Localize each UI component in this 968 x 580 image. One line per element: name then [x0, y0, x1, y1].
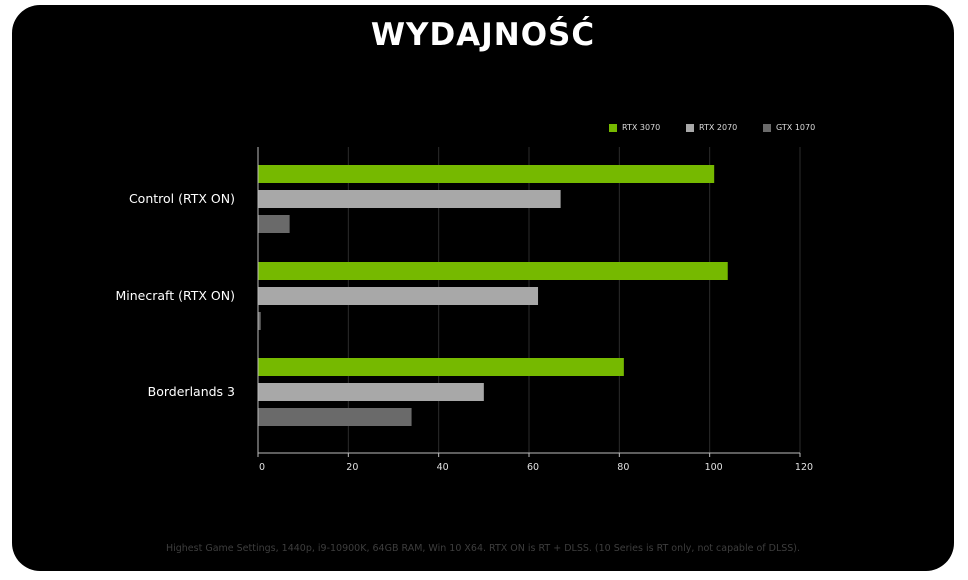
category-label-1: Minecraft (RTX ON)	[116, 288, 236, 303]
bar-1-1	[258, 287, 539, 305]
bar-1-2	[258, 312, 261, 330]
x-tick-label-80: 80	[617, 462, 629, 473]
x-tick-label-40: 40	[437, 462, 449, 473]
footnote: Highest Game Settings, 1440p, i9-10900K,…	[165, 543, 801, 554]
legend-item-rtx3070: RTX 3070	[609, 123, 660, 132]
x-tick-label-120: 120	[795, 462, 813, 473]
bar-2-1	[258, 383, 484, 401]
category-label-2: Borderlands 3	[148, 384, 235, 399]
bar-2-2	[258, 408, 412, 426]
legend-item-rtx2070: RTX 2070	[686, 123, 737, 132]
x-tick-label-0: 0	[259, 462, 265, 473]
legend-label-rtx3070: RTX 3070	[622, 123, 661, 132]
legend-item-gtx1070: GTX 1070	[763, 123, 815, 132]
chart-panel: WYDAJNOŚĆ RTX 3070 RTX 2070 GTX 1070 Con…	[12, 5, 954, 571]
legend-swatch-rtx2070	[686, 123, 694, 132]
bar-chart: Control (RTX ON) Minecraft (RTX ON) Border…	[116, 147, 813, 473]
legend-label-gtx1070: GTX 1070	[776, 123, 816, 132]
bar-0-1	[258, 190, 561, 208]
bar-2-0	[258, 358, 624, 376]
bar-1-0	[258, 262, 728, 280]
legend-label-rtx2070: RTX 2070	[699, 123, 738, 132]
bar-0-2	[258, 215, 290, 233]
x-tick-label-20: 20	[346, 462, 358, 473]
chart-title: WYDAJNOŚĆ	[370, 17, 596, 53]
x-tick-label-60: 60	[527, 462, 539, 473]
legend-swatch-gtx1070	[763, 123, 771, 132]
x-tick-label-100: 100	[705, 462, 723, 473]
bar-0-0	[258, 165, 715, 183]
category-label-0: Control (RTX ON)	[129, 191, 235, 206]
legend-swatch-rtx3070	[609, 123, 617, 132]
